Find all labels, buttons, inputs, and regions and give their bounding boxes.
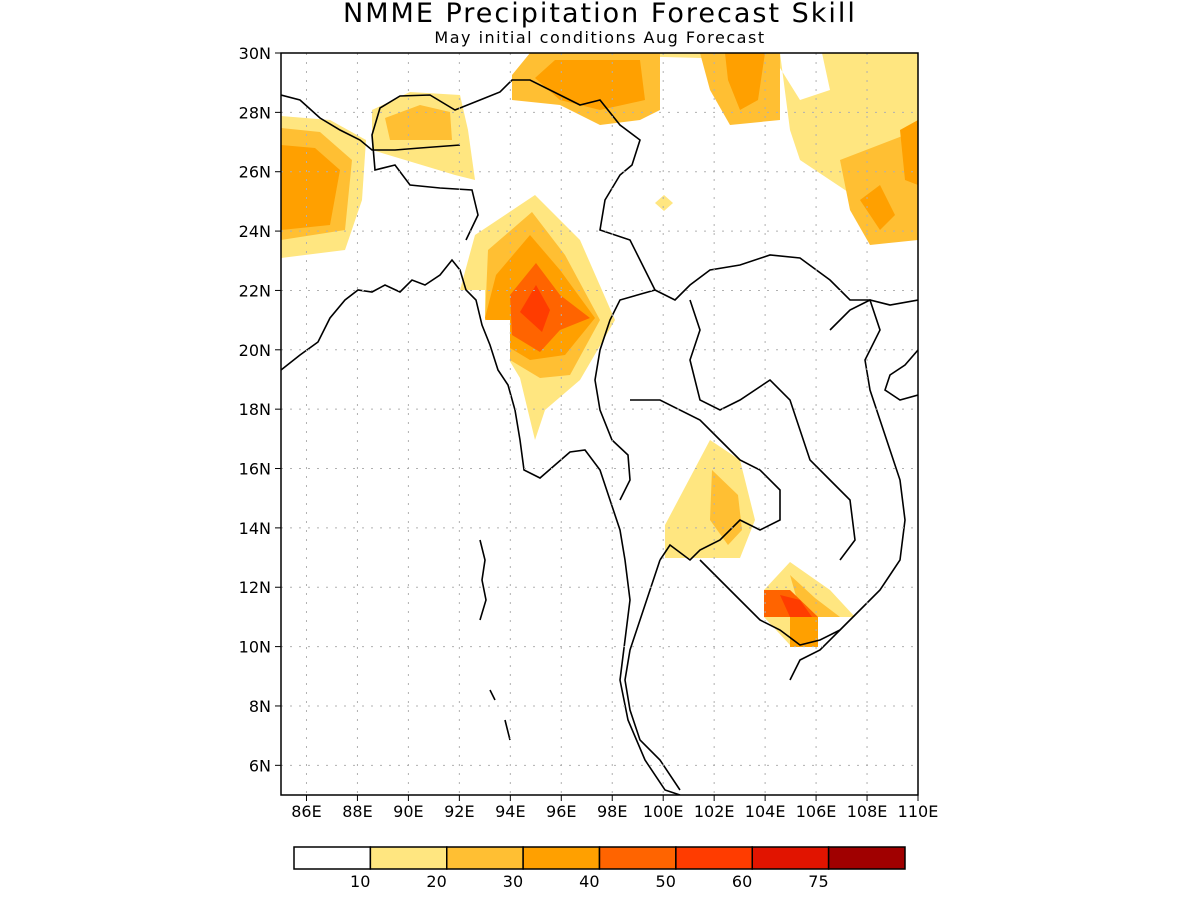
- lat-tick-label: 6N: [249, 756, 271, 775]
- skill-region-north: [512, 53, 918, 200]
- lon-tick-label: 88E: [342, 802, 372, 821]
- lat-tick-label: 24N: [239, 222, 271, 241]
- coast-gulf: [699, 559, 841, 646]
- colorbar-swatch: [522, 846, 601, 870]
- lon-axis: 86E 88E 90E 92E 94E 96E 98E 100E 102E 104E 106E 108…: [291, 795, 938, 821]
- skill-region-east-peak: [860, 185, 895, 230]
- skill-region-myanmar-peak: [520, 285, 550, 332]
- map-subtitle: May initial conditions Aug Forecast: [434, 28, 766, 47]
- lat-tick-label: 18N: [239, 400, 271, 419]
- coast-malaya: [624, 559, 681, 791]
- lat-tick-label: 16N: [239, 460, 271, 479]
- lon-tick-label: 110E: [898, 802, 939, 821]
- border-thailand: [630, 399, 781, 562]
- lon-tick-label: 92E: [444, 802, 474, 821]
- skill-region-north-east-peak: [725, 53, 765, 110]
- colorbar: 10 20 30 40 50 60 75: [293, 846, 906, 891]
- skill-region-mekong-peak: [780, 595, 812, 617]
- skill-spot: [655, 195, 673, 211]
- coastlines: [281, 79, 918, 795]
- border-indochina: [654, 254, 906, 681]
- lon-tick-label: 102E: [694, 802, 735, 821]
- lat-tick-label: 30N: [239, 44, 271, 63]
- lat-tick-label: 20N: [239, 341, 271, 360]
- coast-south-china: [829, 299, 918, 331]
- colorbar-label: 30: [503, 872, 523, 891]
- skill-region-myanmar-high: [510, 263, 590, 352]
- lat-tick-label: 12N: [239, 578, 271, 597]
- lon-tick-label: 108E: [847, 802, 888, 821]
- colorbar-swatch: [369, 846, 448, 870]
- lon-tick-label: 104E: [745, 802, 786, 821]
- colorbar-label: 40: [579, 872, 599, 891]
- skill-region-bhutan-core: [385, 105, 452, 140]
- skill-region-north-peak: [535, 60, 645, 110]
- skill-region-east-edge: [900, 120, 918, 185]
- skill-region-mekong-mid: [790, 617, 818, 647]
- colorbar-swatch: [827, 846, 906, 870]
- lat-tick-label: 8N: [249, 697, 271, 716]
- lat-tick-label: 28N: [239, 103, 271, 122]
- skill-region-notch: [460, 290, 510, 380]
- colorbar-label: 20: [426, 872, 446, 891]
- colorbar-label: 75: [808, 872, 828, 891]
- lat-tick-label: 22N: [239, 281, 271, 300]
- colorbar-swatch: [751, 846, 830, 870]
- colorbar-label: 60: [732, 872, 752, 891]
- skill-shading: [281, 53, 918, 647]
- colorbar-swatch: [598, 846, 677, 870]
- colorbar-swatch: [293, 846, 372, 870]
- colorbar-label: 50: [656, 872, 676, 891]
- lat-tick-label: 14N: [239, 519, 271, 538]
- skill-region-northwest-peak: [281, 145, 340, 230]
- border-nepal: [281, 94, 461, 151]
- lon-tick-label: 98E: [597, 802, 627, 821]
- colorbar-swatch: [675, 846, 753, 870]
- andaman-islands: [479, 539, 487, 621]
- coast-tonkin: [884, 349, 918, 401]
- lon-tick-label: 100E: [643, 802, 684, 821]
- lon-tick-label: 86E: [291, 802, 321, 821]
- lat-tick-label: 10N: [239, 638, 271, 657]
- border-laos: [689, 299, 856, 561]
- map-title: NMME Precipitation Forecast Skill: [343, 0, 857, 29]
- border-myanmar: [371, 79, 657, 501]
- coast-india: [281, 258, 681, 795]
- lon-tick-label: 94E: [495, 802, 525, 821]
- lat-tick-label: 26N: [239, 163, 271, 182]
- skill-region-thailand: [665, 440, 755, 558]
- grid-lines: [281, 53, 918, 795]
- lon-tick-label: 106E: [796, 802, 837, 821]
- map-frame: [280, 52, 919, 796]
- lon-tick-label: 90E: [393, 802, 423, 821]
- colorbar-swatch: [446, 846, 524, 870]
- lat-axis: 6N 8N 10N 12N 14N 16N 18N 20N 22N 24N 26N 28N 30N: [239, 44, 281, 775]
- lon-tick-label: 96E: [546, 802, 576, 821]
- nicobar-islands: [489, 689, 511, 741]
- colorbar-label: 10: [350, 872, 370, 891]
